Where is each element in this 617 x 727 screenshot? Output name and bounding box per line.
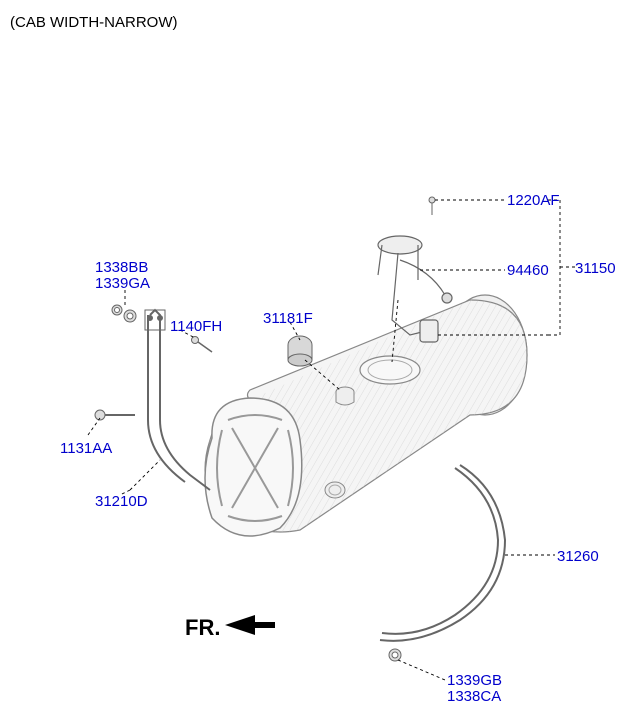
label-94460[interactable]: 94460 <box>507 262 549 279</box>
front-indicator: FR. <box>185 615 220 641</box>
label-31260[interactable]: 31260 <box>557 548 599 565</box>
diagram-header: (CAB WIDTH-NARROW) <box>10 14 177 31</box>
label-31150[interactable]: 31150 <box>575 260 616 277</box>
label-1338CA[interactable]: 1338CA <box>447 688 501 705</box>
diagram-canvas <box>0 0 617 727</box>
label-1339GA[interactable]: 1339GA <box>95 275 150 292</box>
label-1338BB[interactable]: 1338BB <box>95 259 148 276</box>
label-31210D[interactable]: 31210D <box>95 493 148 510</box>
label-1131AA[interactable]: 1131AA <box>60 440 112 457</box>
label-1220AF[interactable]: 1220AF <box>507 192 560 209</box>
label-31181F[interactable]: 31181F <box>263 310 313 327</box>
label-1339GB[interactable]: 1339GB <box>447 672 502 689</box>
label-1140FH[interactable]: 1140FH <box>170 318 222 335</box>
